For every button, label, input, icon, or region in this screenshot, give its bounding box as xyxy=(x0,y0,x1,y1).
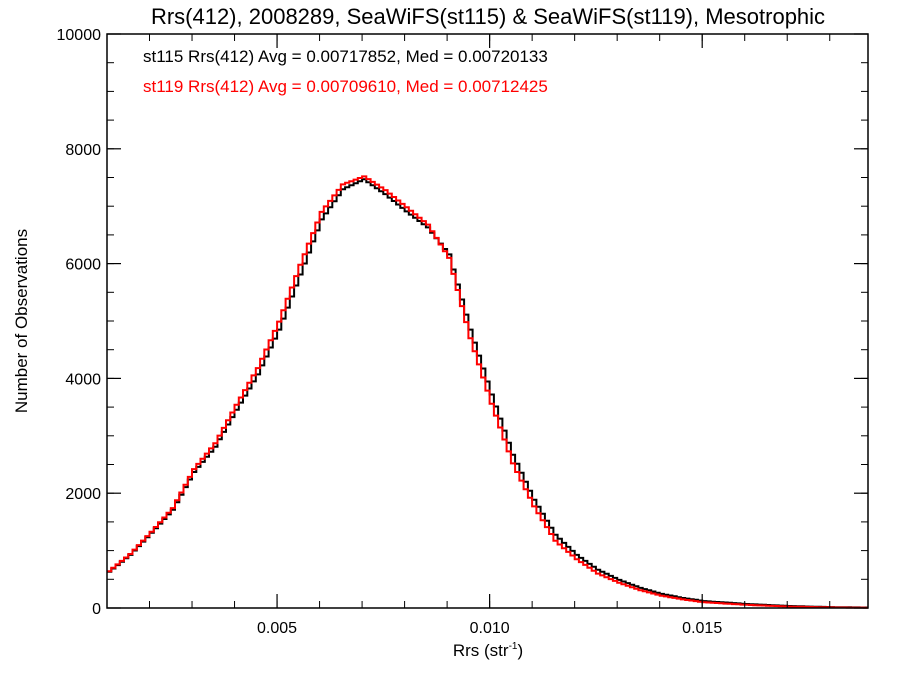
y-tick-label: 8000 xyxy=(65,142,101,159)
annotation-st115: st115 Rrs(412) Avg = 0.00717852, Med = 0… xyxy=(143,47,548,66)
annotation-st119: st119 Rrs(412) Avg = 0.00709610, Med = 0… xyxy=(143,77,548,96)
x-axis-label: Rrs (str-1) xyxy=(453,641,523,660)
x-tick-label: 0.015 xyxy=(682,620,722,637)
x-tick-label: 0.005 xyxy=(257,620,297,637)
y-axis-label: Number of Observations xyxy=(12,229,31,413)
chart-title: Rrs(412), 2008289, SeaWiFS(st115) & SeaW… xyxy=(151,4,825,29)
y-tick-label: 0 xyxy=(92,601,101,618)
x-axis-label-main: Rrs (str xyxy=(453,641,509,660)
y-tick-label: 4000 xyxy=(65,371,101,388)
x-axis-label-end: ) xyxy=(517,641,523,660)
y-tick-label: 2000 xyxy=(65,486,101,503)
x-axis-label-sup: -1 xyxy=(509,641,518,652)
x-tick-label: 0.010 xyxy=(470,620,510,637)
series-st119-line xyxy=(107,175,868,609)
y-tick-label: 6000 xyxy=(65,257,101,274)
series-st115-line xyxy=(107,178,868,609)
y-tick-label: 10000 xyxy=(57,27,102,44)
plot-frame xyxy=(106,33,869,609)
